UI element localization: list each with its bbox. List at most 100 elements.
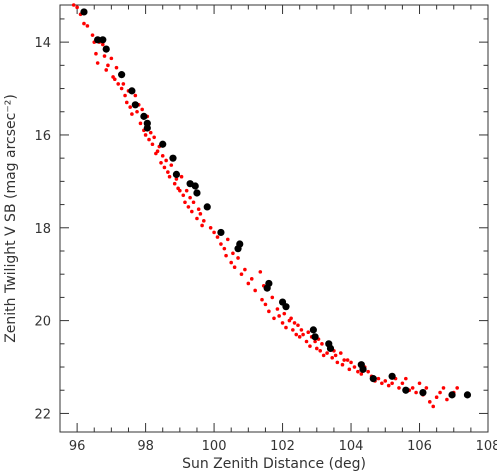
red-data-point: [320, 342, 324, 346]
black-data-point: [193, 189, 201, 197]
red-data-point: [94, 51, 98, 56]
red-data-point: [140, 107, 144, 112]
red-data-point: [119, 86, 124, 91]
y-tick-label: 22: [34, 407, 51, 422]
red-data-point: [243, 267, 247, 272]
red-data-point: [198, 212, 203, 216]
red-data-point: [162, 165, 167, 170]
red-data-point: [179, 174, 184, 179]
red-data-point: [212, 230, 216, 235]
red-data-point: [152, 135, 156, 140]
red-data-point: [338, 351, 343, 355]
red-data-point: [174, 177, 179, 181]
red-data-point: [104, 68, 109, 72]
red-data-point: [342, 358, 346, 362]
red-data-point: [130, 112, 134, 116]
red-data-point: [169, 163, 174, 167]
plot-frame: [59, 4, 489, 433]
red-data-point: [380, 381, 384, 386]
y-tick-label: 20: [34, 315, 51, 330]
red-data-point: [386, 383, 391, 388]
black-data-point: [309, 326, 317, 334]
red-data-point: [114, 65, 119, 70]
red-data-point: [196, 207, 201, 212]
red-data-point: [445, 397, 449, 402]
red-data-point: [296, 323, 300, 328]
red-data-point: [121, 82, 126, 86]
black-data-point: [203, 203, 211, 211]
red-data-point: [400, 381, 405, 386]
red-data-point: [155, 149, 160, 154]
red-data-point: [301, 332, 305, 337]
red-data-point: [345, 358, 350, 362]
red-data-point: [294, 332, 299, 337]
red-data-point: [340, 362, 345, 367]
red-data-point: [128, 105, 132, 109]
black-data-point: [131, 101, 139, 109]
red-data-point: [260, 297, 264, 302]
x-tick-label: 104: [339, 439, 364, 454]
red-data-point: [160, 154, 165, 158]
red-data-point: [147, 137, 151, 142]
red-data-point: [441, 386, 446, 390]
red-data-point: [272, 316, 276, 321]
x-tick-label: 108: [476, 439, 497, 454]
red-data-point: [224, 253, 228, 258]
red-data-point: [308, 344, 312, 348]
red-data-point: [356, 369, 360, 374]
red-data-point: [102, 54, 107, 58]
red-data-point: [231, 251, 235, 256]
red-data-point: [71, 3, 76, 7]
red-data-point: [427, 400, 432, 404]
red-data-point: [133, 93, 138, 98]
red-data-point: [284, 325, 288, 330]
red-data-point: [229, 260, 233, 265]
red-data-point: [183, 200, 187, 205]
x-tick-label: 102: [270, 439, 295, 454]
y-tick-label: 18: [34, 222, 51, 237]
red-data-point: [325, 351, 329, 355]
red-data-point: [236, 256, 240, 260]
red-data-point: [383, 379, 388, 383]
black-data-point: [118, 71, 126, 79]
red-data-point: [414, 390, 418, 395]
red-data-point: [85, 24, 90, 28]
red-data-point: [270, 295, 275, 300]
red-data-point: [249, 277, 254, 281]
red-data-point: [95, 61, 100, 65]
black-data-point: [143, 124, 151, 132]
red-data-point: [109, 56, 114, 61]
red-data-point: [292, 321, 297, 325]
red-data-point: [330, 355, 335, 360]
red-data-point: [101, 42, 105, 47]
black-data-point: [217, 228, 225, 237]
black-data-point: [128, 87, 136, 95]
red-data-point: [159, 161, 163, 165]
black-data-point: [191, 182, 199, 190]
red-data-point: [191, 200, 196, 205]
red-data-point: [200, 223, 204, 228]
black-data-point: [359, 365, 367, 373]
black-data-point: [80, 8, 88, 16]
red-data-point: [202, 219, 206, 223]
red-data-point: [282, 311, 287, 316]
black-data-point: [402, 386, 410, 394]
black-data-point: [169, 154, 177, 162]
red-data-point: [167, 174, 172, 179]
red-data-point: [188, 195, 192, 200]
red-data-point: [267, 309, 271, 314]
plot-border: [59, 4, 489, 433]
red-data-point: [280, 321, 285, 325]
red-data-point: [90, 33, 95, 37]
red-data-point: [289, 316, 293, 321]
black-data-point: [448, 391, 456, 399]
black-data-point: [99, 36, 107, 44]
red-data-point: [208, 225, 213, 230]
black-data-point: [102, 45, 110, 53]
red-data-point: [258, 270, 263, 274]
black-data-point: [94, 36, 102, 44]
red-data-point: [376, 376, 381, 381]
red-data-point: [123, 93, 127, 98]
black-data-point: [140, 112, 148, 120]
